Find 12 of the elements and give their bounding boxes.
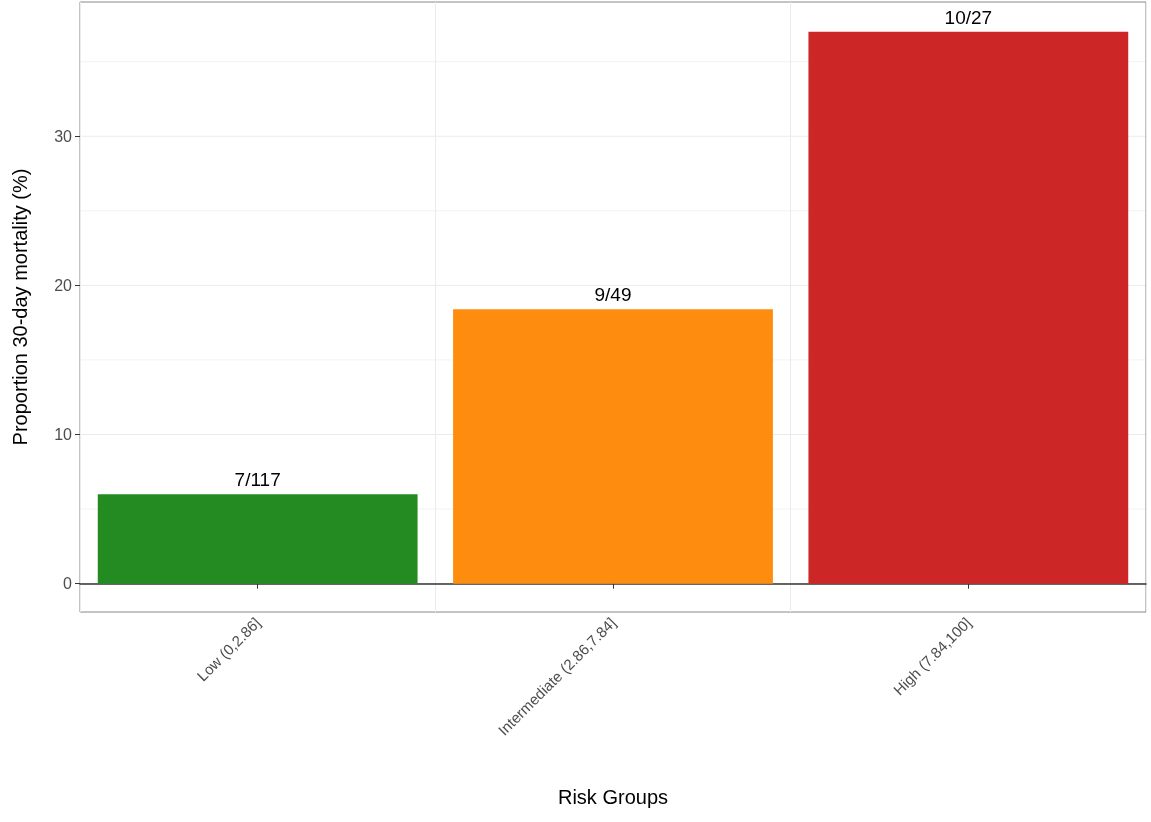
y-axis-title: Proportion 30-day mortality (%): [9, 168, 31, 446]
data-label: 9/49: [594, 284, 632, 306]
data-label: 10/27: [944, 6, 993, 28]
bar: [97, 494, 418, 584]
data-label: 7/117: [234, 469, 281, 491]
bar: [808, 31, 1129, 584]
y-tick-label: 10: [54, 426, 73, 444]
y-tick-label: 0: [63, 575, 73, 593]
y-tick-label: 20: [54, 276, 73, 294]
bar: [453, 309, 773, 584]
x-axis-title: Risk Groups: [557, 786, 669, 808]
y-tick-label: 30: [54, 127, 73, 145]
